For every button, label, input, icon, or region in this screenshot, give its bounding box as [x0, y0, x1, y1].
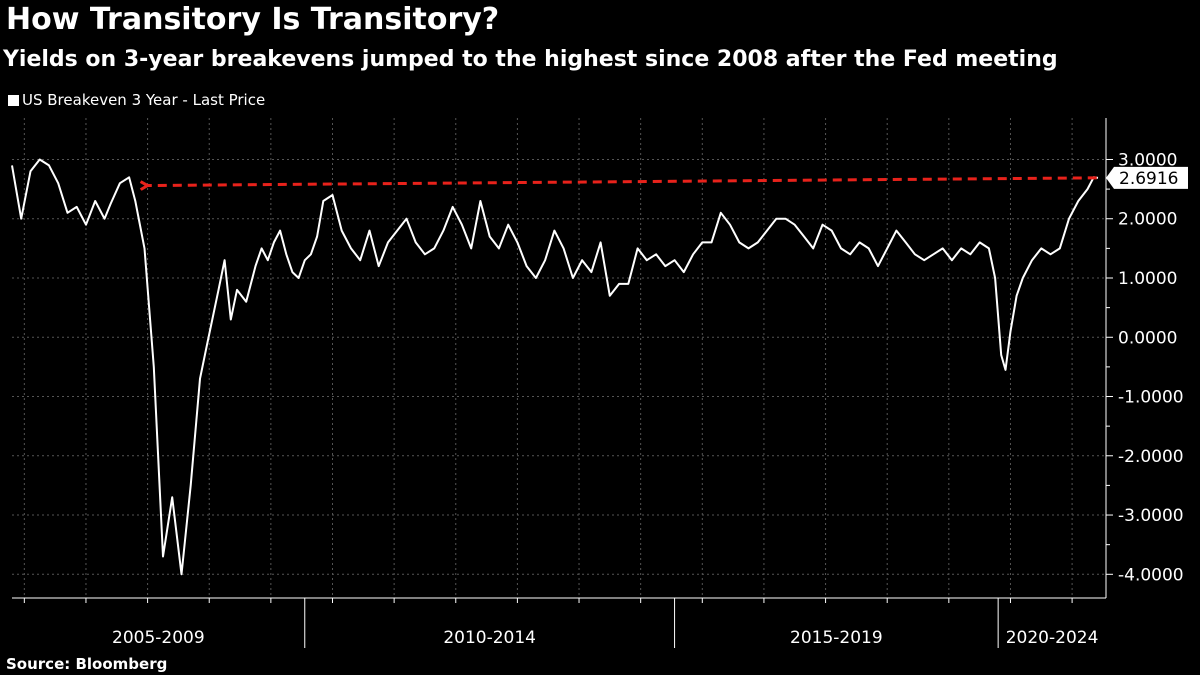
last-value-box — [1106, 166, 1188, 189]
legend: US Breakeven 3 Year - Last Price — [8, 91, 265, 109]
last-value-label: 2.6916 — [1119, 169, 1178, 189]
axes: 3.0000 2.0000 1.0000 0.0000 -1.0000 -2.0000 -3… — [12, 118, 1184, 648]
y-tick-label: -4.0000 — [1118, 565, 1184, 585]
y-tick-label: -2.0000 — [1118, 447, 1184, 467]
series — [11, 158, 1099, 576]
x-group-label: 2020-2024 — [1006, 628, 1099, 648]
annotation-arrow — [148, 176, 1097, 186]
y-tick-label: -1.0000 — [1118, 388, 1184, 408]
y-tick-label: 1.0000 — [1118, 269, 1177, 289]
gridlines — [12, 118, 1106, 598]
legend-swatch — [8, 94, 19, 106]
x-group-label: 2005-2009 — [112, 628, 205, 648]
last-value-tag: 2.6916 — [1106, 166, 1188, 189]
y-tick-label: 3.0000 — [1118, 150, 1177, 170]
legend-label: US Breakeven 3 Year - Last Price — [22, 91, 266, 109]
source-note: Source: Bloomberg — [6, 655, 168, 673]
annotations: 2.6916 — [148, 166, 1188, 189]
y-tick-label: 0.0000 — [1118, 328, 1177, 348]
chart-subtitle: Yields on 3-year breakevens jumped to th… — [3, 47, 1058, 72]
y-tick-label: -3.0000 — [1118, 506, 1184, 526]
x-group-label: 2015-2019 — [790, 628, 883, 648]
y-tick-label: 2.0000 — [1118, 210, 1177, 230]
chart-title: How Transitory Is Transitory? — [6, 2, 500, 37]
series-line — [11, 158, 1099, 576]
x-group-label: 2010-2014 — [443, 628, 536, 648]
